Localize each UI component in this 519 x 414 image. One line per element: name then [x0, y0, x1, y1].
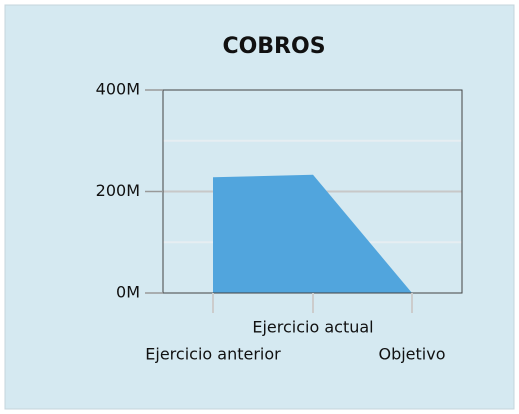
x-tick-label: Ejercicio actual: [252, 318, 373, 337]
y-tick-label: 200M: [96, 181, 140, 200]
y-tick-label: 400M: [96, 80, 140, 99]
y-tick-label: 0M: [116, 283, 140, 302]
x-tick-label: Objetivo: [378, 345, 445, 364]
x-tick-label: Ejercicio anterior: [145, 345, 281, 364]
area: [213, 174, 412, 293]
chart-title: COBROS: [222, 34, 325, 59]
